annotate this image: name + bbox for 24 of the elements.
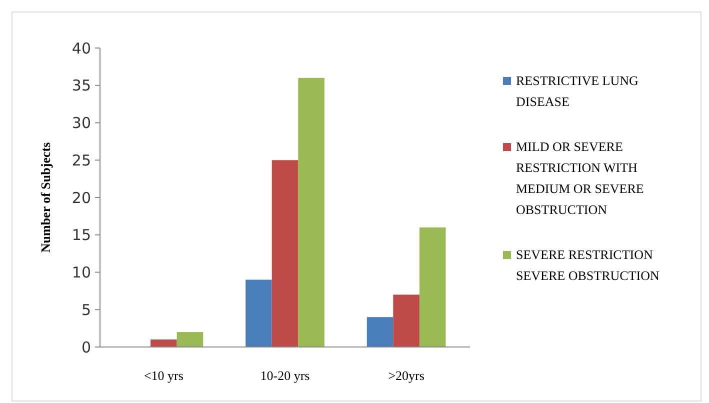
y-tick-label: 5 <box>81 300 91 319</box>
bar <box>366 317 394 347</box>
legend-label: MILD OR SEVERE RESTRICTION WITH MEDIUM OR SEVERE OBSTRUCTION <box>516 139 644 217</box>
bar <box>246 280 272 347</box>
y-tick-label: 30 <box>72 114 91 132</box>
y-tick-label: 10 <box>72 264 91 282</box>
y-tick-label: 35 <box>72 76 91 95</box>
y-tick-label: 25 <box>72 151 91 170</box>
legend-label: SEVERE RESTRICTION SEVERE OBSTRUCTION <box>516 247 660 283</box>
y-tick-label: 0 <box>81 338 91 356</box>
y-tick-label: 40 <box>72 39 91 58</box>
x-tick-label: >20yrs <box>388 368 424 383</box>
bar <box>150 340 177 347</box>
y-tick-label: 15 <box>72 226 91 244</box>
bar <box>393 294 420 347</box>
bar <box>176 332 204 347</box>
bar <box>272 160 298 347</box>
x-tick-label: 10-20 yrs <box>260 368 310 383</box>
y-tick-label: 20 <box>72 188 91 207</box>
y-axis-title: Number of Subjects <box>38 142 53 253</box>
x-tick-label: <10 yrs <box>144 368 184 383</box>
legend-label: RESTRICTIVE LUNG DISEASE <box>516 73 638 109</box>
bar <box>419 227 446 347</box>
bar <box>298 78 324 347</box>
